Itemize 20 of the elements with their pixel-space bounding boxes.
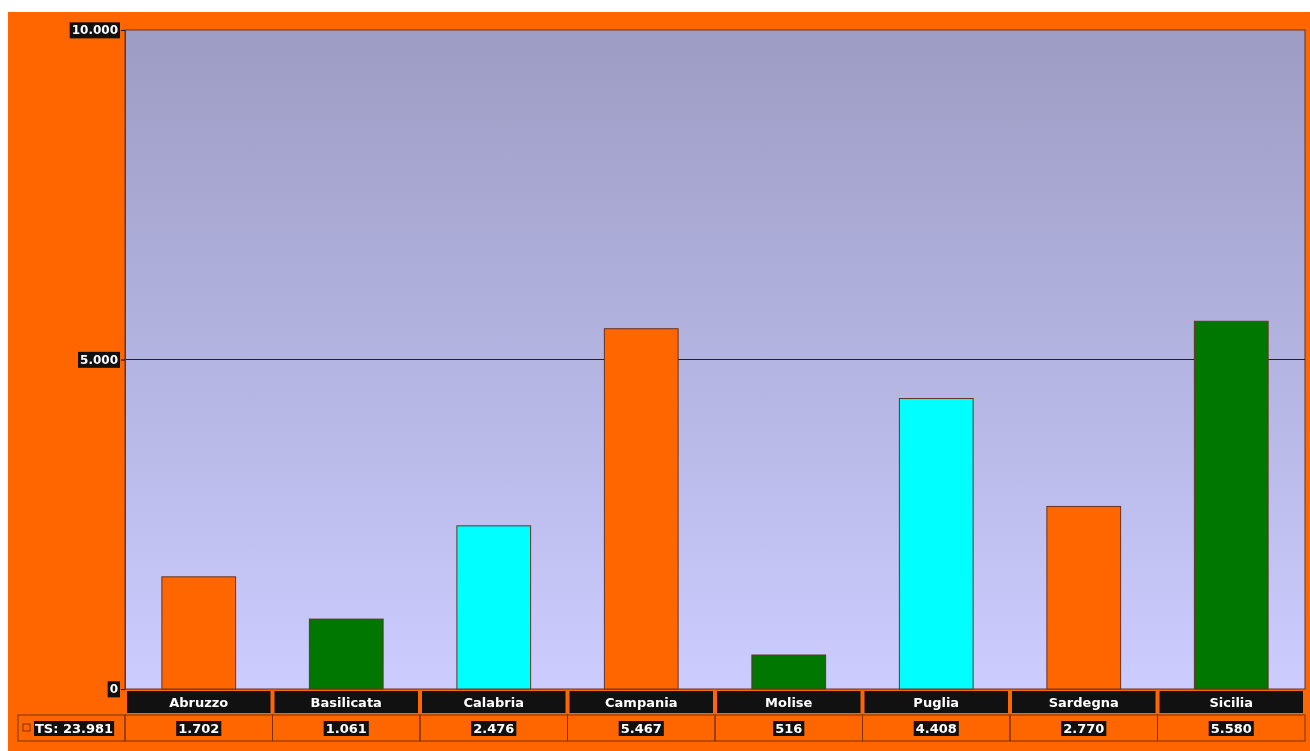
y-tick-label: 5.000 xyxy=(80,352,118,367)
data-label: 2.476 xyxy=(473,721,515,736)
data-label: 4.408 xyxy=(915,721,957,736)
x-tick-label: Sardegna xyxy=(1048,695,1119,710)
data-label: 5.467 xyxy=(620,721,662,736)
x-tick-label: Abruzzo xyxy=(169,695,229,710)
data-label: 516 xyxy=(775,721,803,736)
y-tick-label: 10.000 xyxy=(71,23,118,38)
x-tick-label: Puglia xyxy=(913,695,960,710)
x-tick-label: Campania xyxy=(605,695,678,710)
x-tick-label: Molise xyxy=(765,695,813,710)
data-label: 1.061 xyxy=(325,721,367,736)
x-tick-label: Basilicata xyxy=(310,695,382,710)
data-label: 5.580 xyxy=(1210,721,1252,736)
y-tick-label: 0 xyxy=(109,682,118,697)
data-label: 1.702 xyxy=(178,721,220,736)
data-label: 2.770 xyxy=(1063,721,1105,736)
x-tick-label: Calabria xyxy=(463,695,524,710)
text: TS: 23.981 xyxy=(35,721,114,736)
x-tick-label: Sicilia xyxy=(1209,695,1254,710)
